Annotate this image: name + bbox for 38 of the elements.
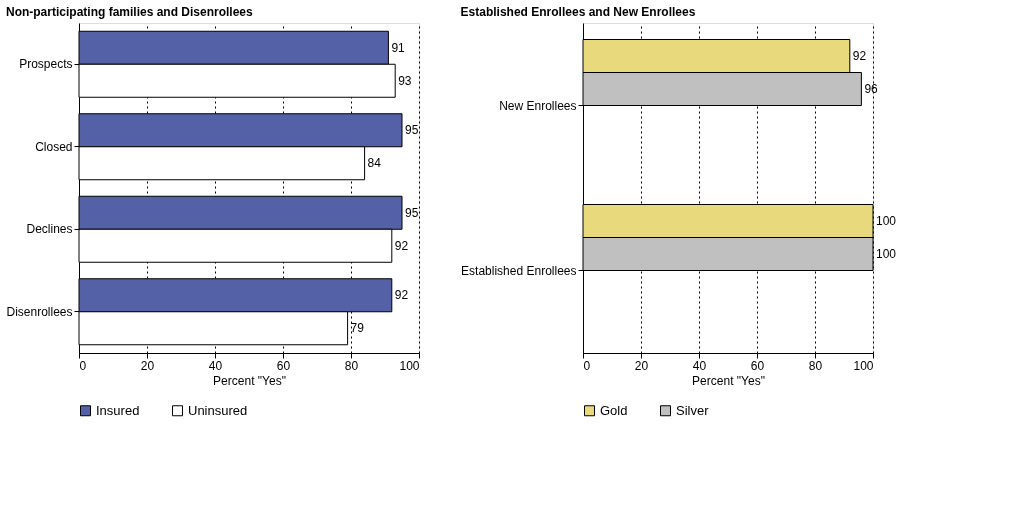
data-label: 96 [864, 82, 879, 96]
x-axis-title: Percent "Yes" [213, 373, 286, 388]
data-label: 92 [852, 49, 867, 63]
data-label: 95 [405, 205, 419, 220]
data-label: 95 [405, 123, 419, 138]
x-tick-label: 60 [750, 358, 765, 373]
data-label: 92 [394, 238, 409, 253]
x-tick-label: 40 [208, 358, 223, 373]
y-tick-label: Prospects [19, 57, 73, 72]
x-tick-label: 0 [583, 358, 591, 373]
x-axis-title: Percent "Yes" [692, 373, 765, 388]
data-label: 91 [391, 40, 406, 55]
data-label: 79 [350, 321, 365, 336]
x-tick-label: 40 [692, 358, 707, 373]
x-tick-label: 80 [344, 358, 359, 373]
chart-title: Non-participating families and Disenrollees [5, 5, 254, 19]
y-tick-label: Established Enrollees [461, 263, 577, 278]
data-label: 100 [876, 247, 897, 261]
y-tick-label: Declines [26, 222, 73, 237]
chart-title: Established Enrollees and New Enrollees [460, 5, 696, 19]
x-tick-label: 60 [276, 358, 291, 373]
y-tick-label: New Enrollees [499, 98, 577, 113]
data-label: 93 [398, 73, 412, 88]
y-tick-label: Closed [35, 139, 73, 154]
legend-label: Uninsured [188, 402, 248, 418]
legend-label: Gold [600, 402, 628, 418]
x-tick-label: 100 [399, 358, 420, 373]
legend-label: Silver [676, 402, 710, 418]
y-tick-label: Disenrollees [6, 304, 73, 319]
x-tick-label: 20 [634, 358, 649, 373]
x-tick-label: 100 [853, 358, 874, 373]
x-tick-label: 0 [79, 358, 87, 373]
x-tick-label: 80 [808, 358, 823, 373]
data-label: 84 [367, 156, 382, 171]
data-label: 100 [876, 214, 897, 228]
x-tick-label: 20 [140, 358, 155, 373]
data-label: 92 [394, 288, 409, 303]
legend-label: Insured [96, 402, 140, 418]
